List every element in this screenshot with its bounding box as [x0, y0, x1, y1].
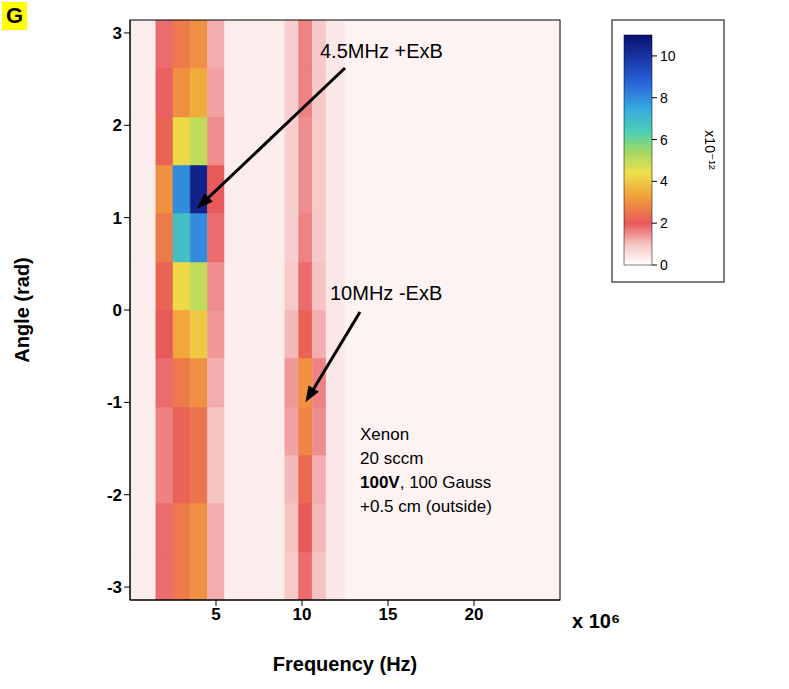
svg-text:1: 1	[113, 209, 122, 228]
svg-text:6: 6	[660, 132, 668, 148]
svg-text:10MHz -ExB: 10MHz -ExB	[330, 282, 442, 304]
svg-text:4: 4	[660, 173, 668, 189]
svg-text:2: 2	[113, 116, 122, 135]
svg-text:10: 10	[660, 48, 676, 64]
svg-text:Frequency (Hz): Frequency (Hz)	[273, 653, 417, 675]
svg-text:+0.5 cm (outside): +0.5 cm (outside)	[360, 497, 492, 516]
svg-text:-3: -3	[107, 578, 122, 597]
svg-text:3: 3	[113, 24, 122, 43]
svg-text:-2: -2	[107, 486, 122, 505]
svg-text:8: 8	[660, 90, 668, 106]
svg-text:4.5MHz +ExB: 4.5MHz +ExB	[320, 40, 443, 62]
svg-text:2: 2	[660, 215, 668, 231]
svg-text:5: 5	[211, 605, 220, 624]
svg-text:20 sccm: 20 sccm	[360, 449, 423, 468]
html-text:G: G	[6, 3, 24, 28]
svg-text:-1: -1	[107, 393, 122, 412]
svg-text:x10⁻¹²: x10⁻¹²	[702, 130, 718, 170]
svg-text:0: 0	[660, 257, 668, 273]
svg-text:20: 20	[465, 605, 484, 624]
svg-text:Angle (rad): Angle (rad)	[11, 257, 33, 363]
svg-text:Xenon: Xenon	[360, 425, 409, 444]
svg-text:0: 0	[113, 301, 122, 320]
svg-text:10: 10	[293, 605, 312, 624]
svg-text:100V, 100 Gauss: 100V, 100 Gauss	[360, 473, 491, 492]
svg-text:x 10⁶: x 10⁶	[572, 610, 620, 632]
svg-text:15: 15	[379, 605, 398, 624]
